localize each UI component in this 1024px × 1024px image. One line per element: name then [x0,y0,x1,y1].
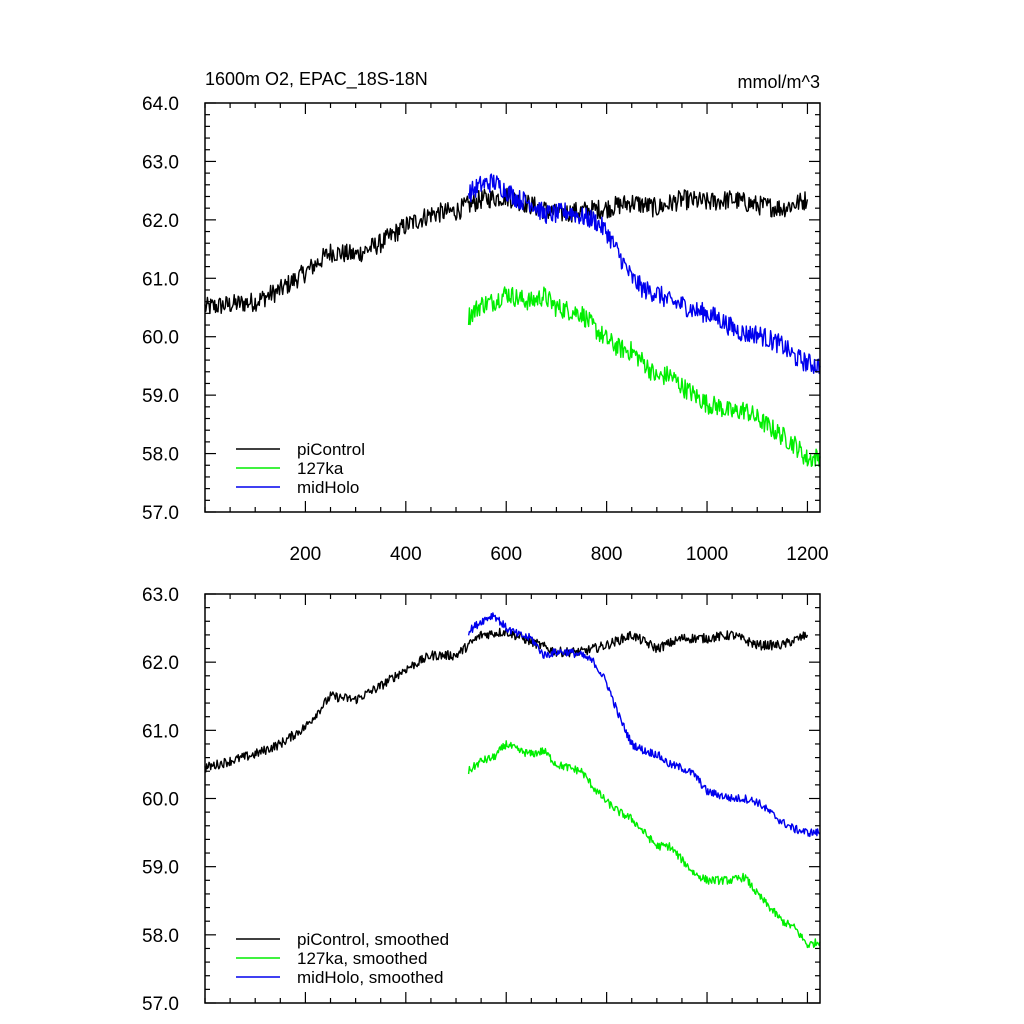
y-tick-label: 63.0 [142,152,179,173]
bottom-panel: 57.0 58.0 59.0 60.0 61.0 62.0 63.0 piControl, s… [142,585,821,1015]
y-tick-label: 61.0 [142,721,179,742]
legend-label: midHolo, smoothed [297,968,443,987]
y-tick-label: 63.0 [142,585,179,606]
y-tick-label: 61.0 [142,269,179,290]
plot-frame [204,102,821,513]
legend-label: piControl, smoothed [297,930,449,949]
top-panel: 57.0 58.0 59.0 60.0 61.0 62.0 63.0 64.0 200 400 60… [142,94,829,565]
legend-label: piControl [297,440,365,459]
series-line-127ka-smoothed [467,740,821,949]
y-tick-label: 58.0 [142,445,179,466]
series-line-picontrol-smoothed [204,627,809,773]
legend-label: midHolo [297,478,359,497]
x-tick-label: 1000 [686,544,728,565]
y-tick-label: 57.0 [142,503,179,524]
legend-label: 127ka [297,459,344,478]
y-tick-label: 59.0 [142,386,179,407]
chart-title: 1600m O2, EPAC_18S-18N [205,69,428,90]
y-tick-label: 62.0 [142,211,179,232]
y-tick-label: 60.0 [142,328,179,349]
series-line-midholo-smoothed [467,612,821,838]
series-line-midholo [467,173,821,375]
y-tick-label: 62.0 [142,653,179,674]
y-tick-label: 59.0 [142,858,179,879]
y-tick-label: 57.0 [142,994,179,1015]
series-line-127ka [467,286,821,468]
x-tick-label: 600 [490,544,522,565]
x-tick-label: 200 [290,544,322,565]
legend-label: 127ka, smoothed [297,949,427,968]
x-tick-label: 400 [390,544,422,565]
units-label: mmol/m^3 [738,72,820,92]
x-tick-label: 1200 [786,544,828,565]
y-tick-label: 58.0 [142,926,179,947]
y-tick-label: 64.0 [142,94,179,115]
x-tick-label: 800 [591,544,623,565]
y-tick-label: 60.0 [142,790,179,811]
